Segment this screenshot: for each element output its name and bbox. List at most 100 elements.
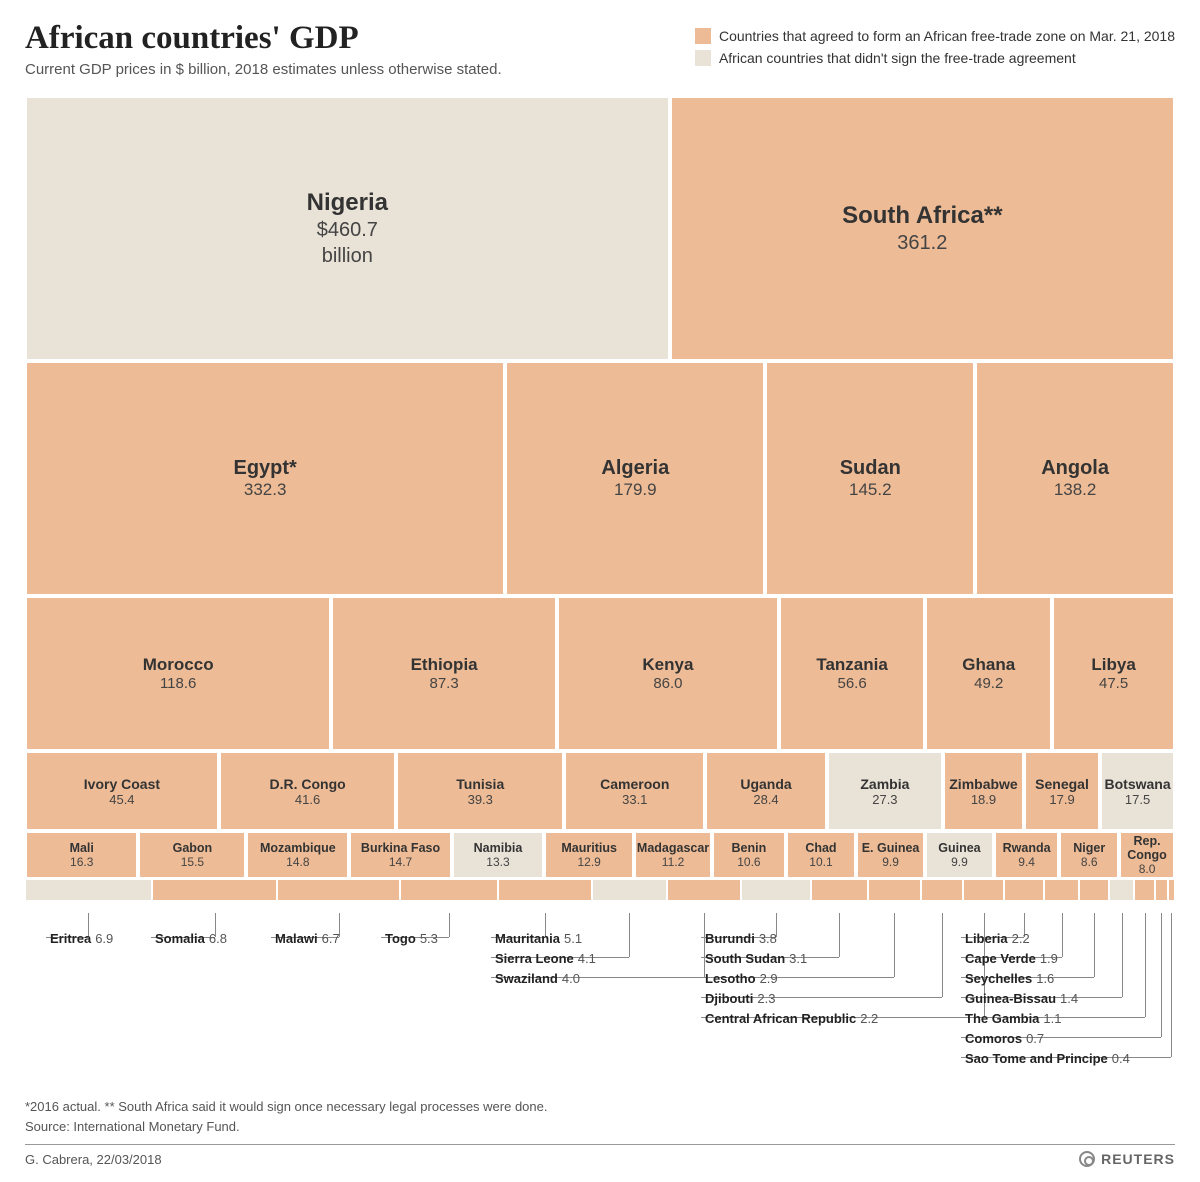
treemap-cell: Kenya86.0 <box>557 596 779 751</box>
cell-name: Tunisia <box>456 776 504 792</box>
leader-label: Liberia2.2 <box>965 931 1030 946</box>
treemap-cell <box>741 879 811 901</box>
cell-value: 49.2 <box>974 675 1003 692</box>
treemap-cell <box>667 879 741 901</box>
cell-value-unit: billion <box>322 243 373 269</box>
treemap-cell: Benin10.6 <box>712 831 786 879</box>
cell-name: South Africa** <box>842 202 1002 230</box>
leader-value: 2.2 <box>1012 931 1030 946</box>
treemap-cell <box>1168 879 1175 901</box>
leader-country: South Sudan <box>705 951 785 966</box>
leader-country: Comoros <box>965 1031 1022 1046</box>
treemap-cell: Rwanda9.4 <box>994 831 1059 879</box>
treemap-cell: Mauritius12.9 <box>544 831 634 879</box>
leader-line-v <box>839 913 840 957</box>
treemap-cell: Nigeria$460.7billion <box>25 96 670 361</box>
treemap-row: Ivory Coast45.4D.R. Congo41.6Tunisia39.3… <box>25 751 1175 831</box>
legend-swatch-not-signed <box>695 50 711 66</box>
treemap-cell: Ghana49.2 <box>925 596 1052 751</box>
legend: Countries that agreed to form an African… <box>695 20 1175 72</box>
cell-value: 11.2 <box>662 855 684 869</box>
cell-name: Tanzania <box>816 655 887 675</box>
cell-name: Kenya <box>642 655 693 675</box>
cell-value: 138.2 <box>1054 480 1097 500</box>
treemap-cell: Guinea9.9 <box>925 831 994 879</box>
cell-value: 28.4 <box>753 792 778 807</box>
leader-label: Cape Verde1.9 <box>965 951 1058 966</box>
leader-country: Lesotho <box>705 971 756 986</box>
treemap-cell: Gabon15.5 <box>138 831 246 879</box>
treemap-cell <box>868 879 921 901</box>
leader-country: Mauritania <box>495 931 560 946</box>
leader-line-v <box>1161 913 1162 1037</box>
treemap-cell: Cameroon33.1 <box>564 751 705 831</box>
legend-swatch-signed <box>695 28 711 44</box>
leader-line-v <box>1145 913 1146 1017</box>
cell-name: Zimbabwe <box>949 776 1017 792</box>
cell-name: Botswana <box>1105 776 1171 792</box>
leader-label: Malawi6.7 <box>275 931 340 946</box>
cell-value: 10.1 <box>809 855 832 869</box>
credit-text: G. Cabrera, 22/03/2018 <box>25 1152 162 1167</box>
leader-value: 4.1 <box>578 951 596 966</box>
leader-line-v <box>894 913 895 977</box>
leader-line-v <box>1094 913 1095 977</box>
cell-value: 16.3 <box>70 855 93 869</box>
cell-value: 17.5 <box>1125 792 1150 807</box>
treemap-cell <box>152 879 277 901</box>
cell-name: Ivory Coast <box>84 776 160 792</box>
leader-value: 6.7 <box>322 931 340 946</box>
treemap-cell: D.R. Congo41.6 <box>219 751 397 831</box>
cell-value: 56.6 <box>837 675 866 692</box>
leader-line-v <box>449 913 450 937</box>
treemap-cell: Namibia13.3 <box>452 831 545 879</box>
cell-value: 14.7 <box>389 855 412 869</box>
bottom-bar: G. Cabrera, 22/03/2018 REUTERS <box>25 1144 1175 1167</box>
treemap-cell: Libya47.5 <box>1052 596 1175 751</box>
leader-label: Togo5.3 <box>385 931 438 946</box>
cell-value: 86.0 <box>653 675 682 692</box>
leader-value: 1.6 <box>1036 971 1054 986</box>
treemap-cell: South Africa**361.2 <box>670 96 1175 361</box>
leader-value: 4.0 <box>562 971 580 986</box>
treemap-cell: Mali16.3 <box>25 831 138 879</box>
leader-value: 5.3 <box>420 931 438 946</box>
chart-title: African countries' GDP <box>25 20 695 57</box>
treemap-chart: Nigeria$460.7billionSouth Africa**361.2E… <box>25 96 1175 901</box>
leader-label: Sao Tome and Principe 0.4 <box>965 1051 1130 1066</box>
cell-name: Benin <box>732 841 767 855</box>
cell-name: Sudan <box>840 457 901 480</box>
cell-name: Cameroon <box>600 776 669 792</box>
header: African countries' GDP Current GDP price… <box>25 20 1175 78</box>
cell-value: $460.7 <box>317 217 378 243</box>
leader-country: Sao Tome and Principe <box>965 1051 1108 1066</box>
cell-name: Ethiopia <box>411 655 478 675</box>
leader-value: 5.1 <box>564 931 582 946</box>
cell-name: Mauritius <box>561 841 617 855</box>
cell-value: 118.6 <box>160 675 196 692</box>
leader-value: 0.4 <box>1112 1051 1130 1066</box>
treemap-cell <box>1004 879 1044 901</box>
treemap-cell <box>400 879 498 901</box>
treemap-cell <box>963 879 1003 901</box>
leader-line-v <box>942 913 943 997</box>
treemap-cell: Ethiopia87.3 <box>331 596 557 751</box>
leader-label: Somalia6.8 <box>155 931 227 946</box>
footnote-1: *2016 actual. ** South Africa said it wo… <box>25 1097 1175 1117</box>
treemap-cell: Mozambique14.8 <box>246 831 349 879</box>
cell-value: 17.9 <box>1049 792 1074 807</box>
treemap-cell: Morocco118.6 <box>25 596 331 751</box>
treemap-cell <box>921 879 963 901</box>
treemap-cell: Tanzania56.6 <box>779 596 925 751</box>
cell-value: 10.6 <box>737 855 760 869</box>
cell-name: Libya <box>1091 655 1135 675</box>
leader-country: Central African Republic <box>705 1011 856 1026</box>
cell-name: Guinea <box>938 841 980 855</box>
treemap-row: Egypt*332.3Algeria179.9Sudan145.2Angola1… <box>25 361 1175 596</box>
treemap-cell <box>277 879 400 901</box>
leader-line-v <box>1122 913 1123 997</box>
footnote-2: Source: International Monetary Fund. <box>25 1117 1175 1137</box>
treemap-row: Nigeria$460.7billionSouth Africa**361.2 <box>25 96 1175 361</box>
leader-label: Central African Republic2.2 <box>705 1011 878 1026</box>
cell-name: Mozambique <box>260 841 336 855</box>
